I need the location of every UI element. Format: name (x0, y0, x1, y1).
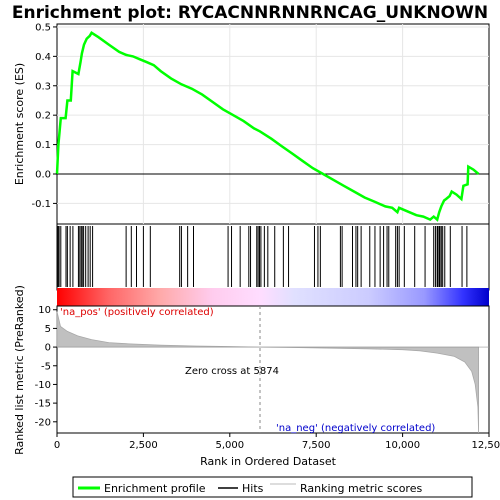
ranking-metric-fill (56, 311, 479, 434)
x-tick-label: 7,500 (302, 440, 331, 451)
positive-correlation-label: 'na_pos' (positively correlated) (60, 307, 214, 318)
metric-y-tick-label: -5 (41, 361, 51, 372)
es-y-tick-label: 0.0 (35, 170, 51, 181)
legend-metric-label: Ranking metric scores (300, 482, 422, 495)
es-y-axis: 0.5 0.4 0.3 0.2 0.1 0.0 -0.1 (31, 22, 57, 210)
es-y-tick-label: -0.1 (31, 199, 51, 210)
enrichment-profile (55, 31, 480, 222)
metric-y-tick-label: -20 (35, 417, 51, 428)
x-axis: 0 2,500 5,000 7,500 10,000 12,500 (54, 433, 500, 451)
x-tick-label: 10,000 (385, 440, 420, 451)
x-tick-label: 0 (54, 440, 60, 451)
ranking-metric-area (56, 311, 489, 434)
es-y-tick-label: 0.5 (35, 22, 51, 33)
legend-hits-label: Hits (242, 482, 264, 495)
es-y-tick-label: 0.3 (35, 81, 51, 92)
hit-marks (57, 226, 468, 287)
x-tick-label: 12,500 (472, 440, 500, 451)
enrichment-profile-line (55, 31, 480, 222)
metric-panel (56, 305, 490, 434)
metric-y-tick-label: -10 (35, 380, 51, 391)
es-y-tick-label: 0.2 (35, 111, 51, 122)
legend-profile-label: Enrichment profile (104, 482, 206, 495)
chart-title: Enrichment plot: RYCACNNRNNRNCAG_UNKNOWN (12, 3, 488, 23)
es-y-label: Enrichment score (ES) (13, 63, 26, 185)
x-tick-label: 2,500 (129, 440, 158, 451)
negative-correlation-label: 'na_neg' (negatively correlated) (276, 423, 435, 434)
metric-y-tick-label: 0 (45, 343, 51, 354)
legend-box (72, 476, 473, 498)
es-y-tick-label: 0.1 (35, 140, 51, 151)
legend: Enrichment profile Hits Ranking metric s… (72, 476, 473, 498)
metric-y-tick-label: -15 (35, 399, 51, 410)
metric-y-label: Ranked list metric (PreRanked) (13, 285, 26, 455)
metric-y-axis: 10 5 0 -5 -10 -15 -20 (35, 305, 57, 428)
zero-cross-label: Zero cross at 5874 (185, 366, 279, 377)
x-tick-label: 5,000 (215, 440, 244, 451)
metric-y-tick-label: 10 (38, 305, 51, 316)
es-panel (56, 23, 490, 225)
hits-panel (56, 223, 490, 291)
es-y-tick-label: 0.4 (35, 52, 51, 63)
metric-y-tick-label: 5 (45, 324, 51, 335)
rank-bar (57, 288, 489, 306)
x-axis-label: Rank in Ordered Dataset (200, 455, 337, 468)
